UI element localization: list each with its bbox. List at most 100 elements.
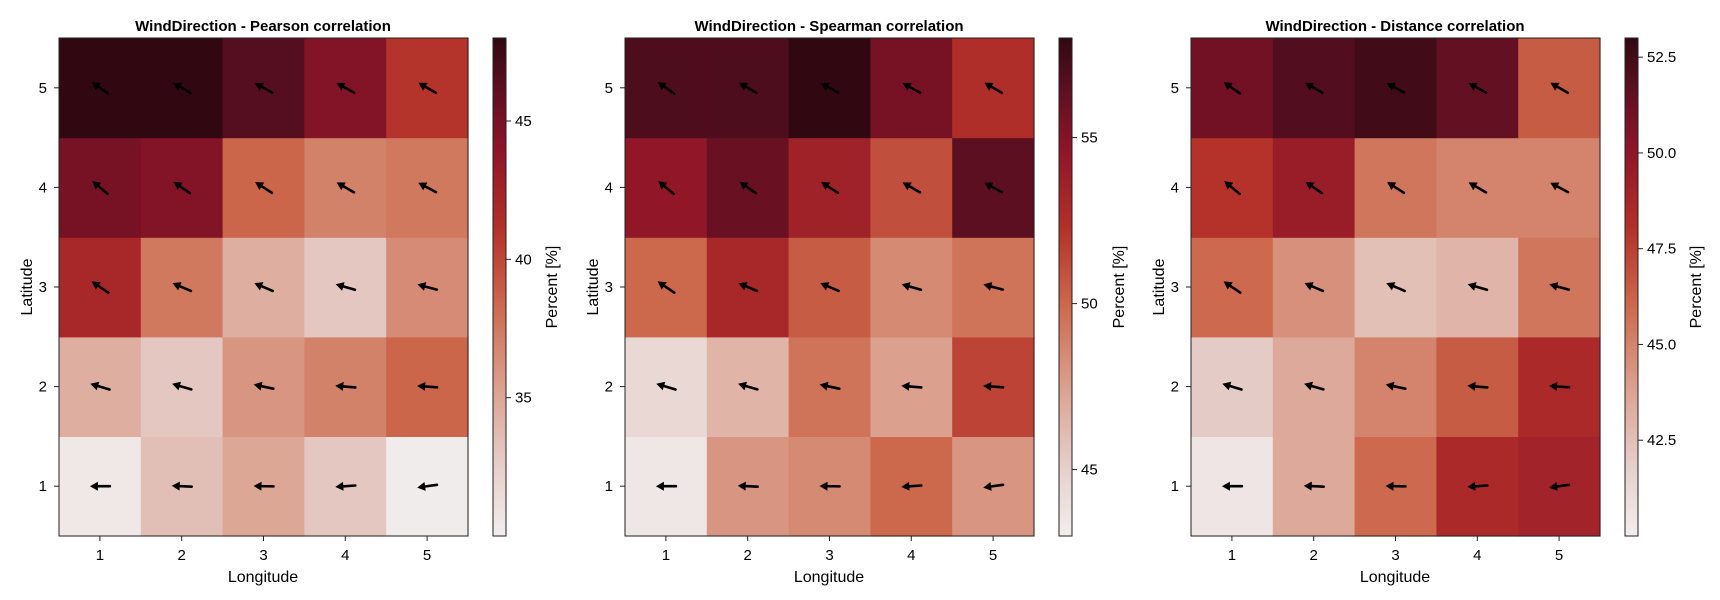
wind-arrow-lat3-lon3 — [820, 282, 841, 293]
wind-arrow-lat4-lon4 — [1468, 182, 1488, 194]
wind-arrow-lat3-lon2 — [1304, 282, 1325, 293]
heatmap-cells — [59, 38, 469, 537]
wind-arrow-lat3-lon5 — [417, 282, 439, 291]
wind-arrow-lat4-lon1 — [1224, 181, 1241, 196]
wind-arrow-lat1-lon5 — [983, 482, 1005, 491]
wind-arrow-lat3-lon5 — [983, 282, 1005, 291]
x-tick-label: 5 — [989, 547, 997, 564]
colorbar-tick-label: 47.5 — [1647, 241, 1676, 258]
wind-arrow-lat2-lon3 — [819, 381, 841, 391]
colorbar-tick-label: 45.0 — [1647, 336, 1676, 353]
wind-arrow-lat3-lon1 — [91, 281, 110, 294]
wind-arrow-lat2-lon2 — [738, 381, 759, 391]
wind-arrow-lat4-lon3 — [1387, 182, 1406, 195]
x-tick-label: 3 — [825, 547, 833, 564]
wind-arrow-lat1-lon1 — [655, 481, 678, 491]
wind-arrow-lat2-lon3 — [1385, 381, 1407, 391]
wind-arrow-lat2-lon4 — [901, 381, 923, 391]
colorbar — [492, 37, 507, 537]
wind-arrow-lat5-lon2 — [1305, 82, 1324, 95]
heatmap-panel-distance: WindDirection - Distance correlation 1 2 3… — [1151, 18, 1705, 586]
colorbar-tick-label: 35 — [515, 390, 532, 407]
y-ticks: 1 2 3 4 5 — [605, 80, 625, 495]
wind-arrow-lat3-lon2 — [738, 282, 759, 293]
colorbar-tick-label: 50 — [1081, 296, 1098, 313]
wind-arrow-lat3-lon3 — [1386, 282, 1407, 293]
y-tick-label: 1 — [605, 478, 613, 495]
wind-arrow-lat4-lon2 — [739, 181, 758, 195]
wind-arrow-lat4-lon3 — [255, 182, 274, 195]
wind-arrow-lat5-lon5 — [1550, 82, 1570, 95]
y-axis-label: Latitude — [585, 258, 602, 315]
wind-arrow-lat1-lon3 — [819, 481, 841, 491]
wind-arrow-lat4-lon4 — [336, 182, 356, 194]
y-ticks: 1 2 3 4 5 — [39, 80, 59, 495]
y-tick-label: 2 — [39, 379, 47, 396]
wind-arrow-lat4-lon2 — [173, 181, 192, 195]
wind-arrow-lat5-lon4 — [902, 82, 922, 94]
wind-arrow-lat2-lon4 — [1467, 381, 1489, 391]
wind-arrow-lat3-lon1 — [657, 281, 676, 294]
colorbar-ticks: 35 40 45 — [506, 113, 532, 407]
wind-arrows — [1221, 82, 1571, 491]
wind-arrow-lat2-lon1 — [90, 381, 111, 391]
x-tick-label: 5 — [423, 547, 431, 564]
colorbar-tick-label: 45 — [1081, 462, 1098, 479]
wind-arrow-lat3-lon2 — [172, 282, 193, 293]
y-tick-label: 4 — [1171, 179, 1179, 196]
wind-arrow-lat5-lon1 — [657, 82, 676, 95]
y-tick-label: 3 — [39, 279, 47, 296]
x-axis-label: Longitude — [228, 569, 298, 586]
colorbar-tick-label: 40 — [515, 251, 532, 268]
wind-arrow-lat5-lon2 — [173, 82, 192, 95]
colorbar-tick-label: 45 — [515, 113, 532, 130]
wind-arrow-lat2-lon3 — [253, 381, 275, 391]
wind-arrow-lat5-lon3 — [820, 82, 840, 94]
wind-arrow-lat4-lon5 — [984, 182, 1004, 194]
x-ticks: 1 2 3 4 5 — [1228, 536, 1563, 564]
wind-arrow-lat5-lon5 — [984, 82, 1004, 95]
wind-arrow-lat4-lon1 — [92, 181, 109, 196]
x-tick-label: 2 — [178, 547, 186, 564]
wind-arrow-lat1-lon2 — [737, 481, 759, 491]
wind-arrow-lat1-lon3 — [1385, 481, 1407, 491]
x-tick-label: 4 — [907, 547, 915, 564]
x-ticks: 1 2 3 4 5 — [96, 536, 431, 564]
colorbar-tick-label: 55 — [1081, 130, 1098, 147]
colorbar-ticks: 42.5 45.0 47.5 50.0 52.5 — [1638, 49, 1676, 449]
wind-arrow-lat1-lon2 — [171, 481, 193, 491]
wind-arrow-lat5-lon4 — [1468, 82, 1488, 94]
x-axis-label: Longitude — [794, 569, 864, 586]
y-tick-label: 3 — [1171, 279, 1179, 296]
x-tick-label: 1 — [1228, 547, 1236, 564]
wind-arrow-lat3-lon1 — [1223, 281, 1242, 294]
wind-arrow-lat2-lon2 — [1304, 381, 1325, 391]
colorbar-label: Percent [%] — [1111, 246, 1128, 329]
wind-arrow-lat1-lon3 — [253, 481, 275, 491]
wind-arrow-lat1-lon5 — [417, 482, 439, 491]
wind-arrow-lat1-lon5 — [1549, 482, 1571, 491]
wind-arrow-lat1-lon1 — [89, 481, 112, 491]
wind-arrow-lat5-lon4 — [336, 82, 356, 94]
wind-arrow-lat1-lon2 — [1303, 481, 1325, 491]
x-tick-label: 1 — [96, 547, 104, 564]
wind-arrow-lat2-lon5 — [983, 382, 1005, 391]
y-tick-label: 4 — [605, 179, 613, 196]
wind-arrow-lat3-lon4 — [1467, 282, 1489, 292]
heatmap-panel-pearson: WindDirection - Pearson correlation 1 2 3 4… — [19, 18, 561, 586]
wind-arrows — [655, 82, 1005, 491]
wind-arrow-lat3-lon4 — [335, 282, 357, 292]
chart-title: WindDirection - Spearman correlation — [694, 18, 963, 35]
x-tick-label: 4 — [341, 547, 349, 564]
x-axis-label: Longitude — [1360, 569, 1430, 586]
wind-arrow-lat5-lon1 — [1223, 82, 1242, 95]
wind-arrow-lat2-lon1 — [656, 381, 677, 391]
x-tick-label: 2 — [1310, 547, 1318, 564]
wind-arrow-lat5-lon3 — [254, 82, 274, 94]
y-tick-label: 2 — [605, 379, 613, 396]
wind-arrow-lat4-lon5 — [1550, 182, 1570, 194]
colorbar-label: Percent [%] — [1688, 246, 1705, 329]
wind-arrow-lat5-lon3 — [1386, 82, 1406, 94]
wind-arrow-lat1-lon4 — [901, 481, 923, 491]
y-axis-label: Latitude — [1151, 258, 1168, 315]
